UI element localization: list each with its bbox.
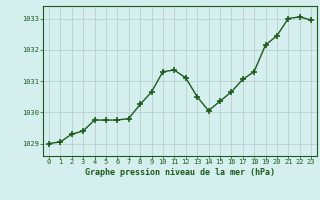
- X-axis label: Graphe pression niveau de la mer (hPa): Graphe pression niveau de la mer (hPa): [85, 168, 275, 177]
